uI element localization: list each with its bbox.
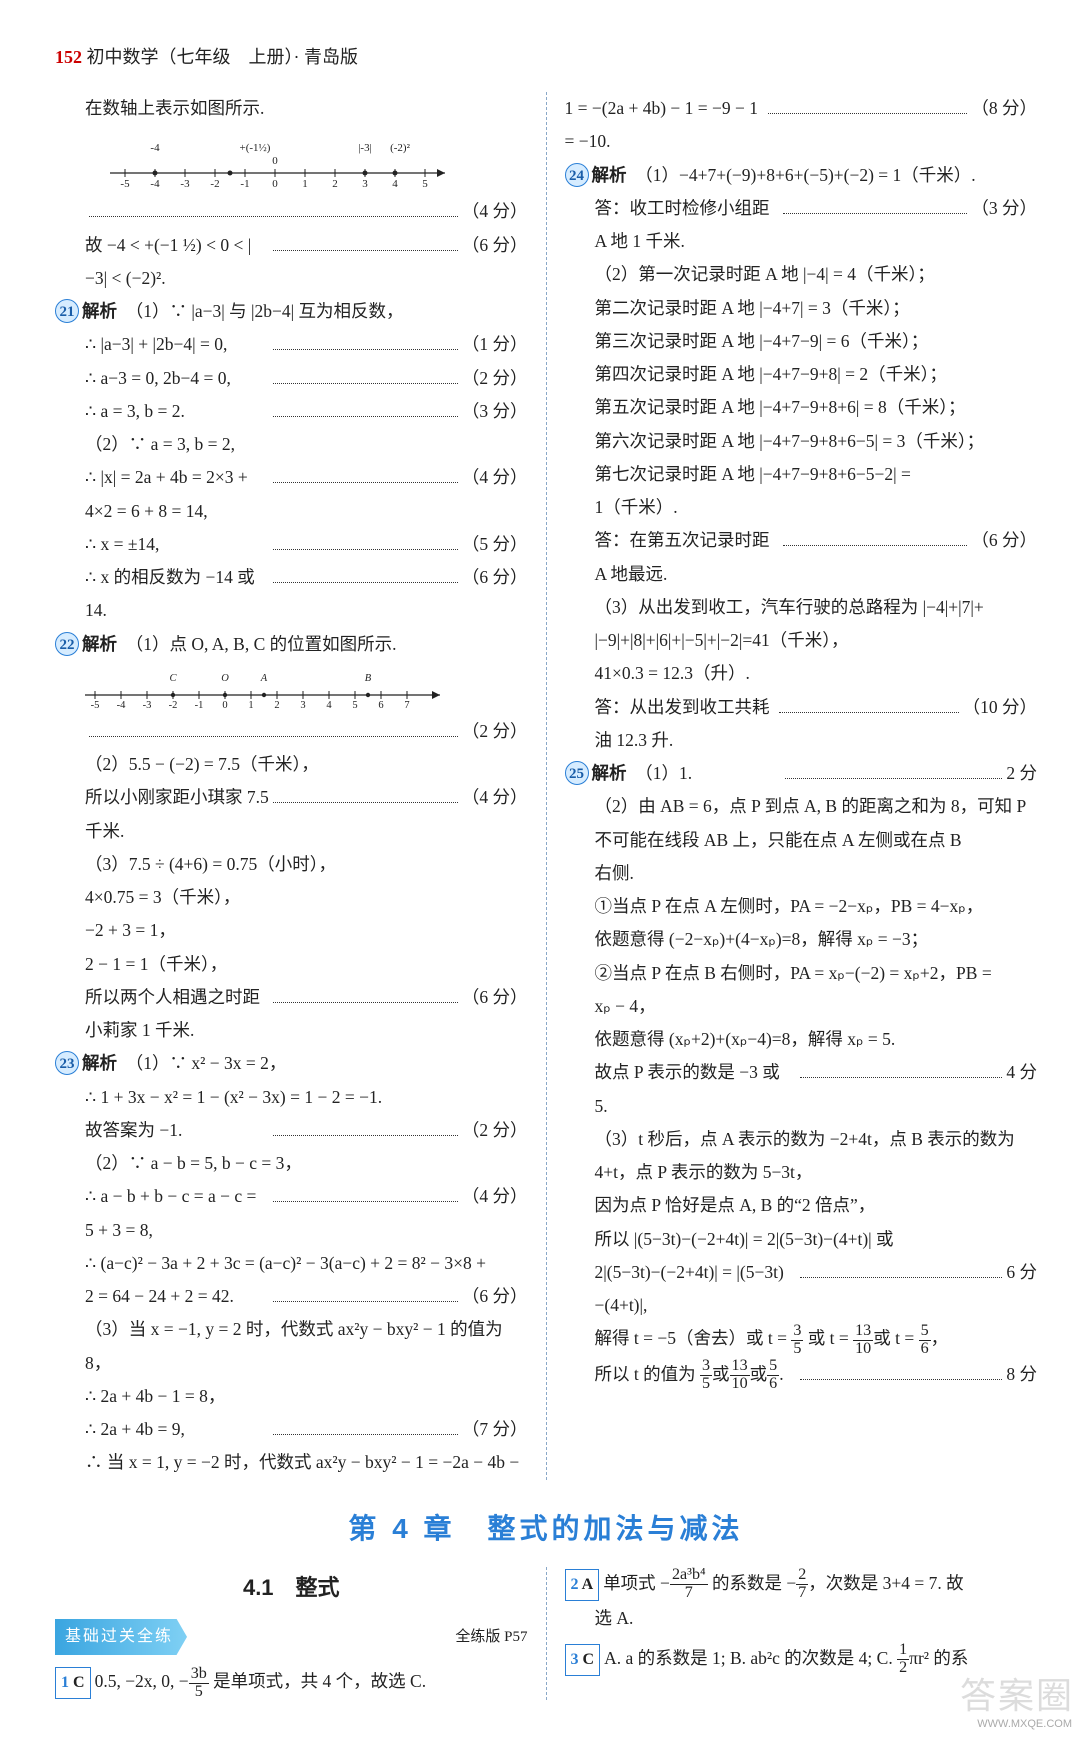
svg-text:4: 4 <box>392 178 398 189</box>
watermark-url: WWW.MXQE.COM <box>977 1714 1072 1735</box>
svg-text:+(-1½): +(-1½) <box>240 142 271 154</box>
svg-text:2: 2 <box>332 178 338 189</box>
section-title: 4.1 整式 <box>55 1567 528 1609</box>
bottom-columns: 4.1 整式 基础过关全练 全练版 P57 1 C0.5, −2x, 0, −3… <box>55 1567 1037 1701</box>
qnum-22: 22 <box>55 632 79 656</box>
svg-text:(-2)²: (-2)² <box>390 142 410 154</box>
svg-text:5: 5 <box>352 700 357 709</box>
svg-text:0: 0 <box>272 155 278 167</box>
svg-text:-4: -4 <box>117 700 126 709</box>
svg-text:-5: -5 <box>91 700 100 709</box>
svg-text:1: 1 <box>248 700 253 709</box>
score-line: （4 分） <box>55 195 528 228</box>
q23: 23解析 （1）∵ x² − 3x = 2， ∴ 1 + 3x − x² = 1… <box>55 1047 528 1479</box>
page: 152 初中数学（七年级 上册）· 青岛版 在数轴上表示如图所示. -5 -4 … <box>0 0 1092 1740</box>
svg-text:A: A <box>260 673 268 684</box>
banner: 基础过关全练 <box>55 1619 187 1655</box>
qnum-21: 21 <box>55 299 79 323</box>
svg-text:4: 4 <box>326 700 332 709</box>
svg-text:|-3|: |-3| <box>358 142 372 154</box>
q21: 21解析 （1）∵ |a−3| 与 |2b−4| 互为相反数， ∴ |a−3| … <box>55 295 528 628</box>
svg-text:-4: -4 <box>150 178 160 189</box>
text-line: 故 −4 < +(−1 ½) < 0 < |−3| < (−2)².（6 分） <box>55 229 528 296</box>
svg-text:-2: -2 <box>210 178 219 189</box>
intro-text: 在数轴上表示如图所示. <box>55 92 528 125</box>
svg-text:0: 0 <box>272 178 278 189</box>
q24: 24解析 （1）−4+7+(−9)+8+6+(−5)+(−2) = 1（千米）.… <box>565 159 1038 758</box>
svg-text:0: 0 <box>222 700 227 709</box>
page-header: 152 初中数学（七年级 上册）· 青岛版 <box>55 40 1037 74</box>
qnum-25: 25 <box>565 761 589 785</box>
svg-text:1: 1 <box>302 178 308 189</box>
qnum-24: 24 <box>565 163 589 187</box>
q22: 22解析 （1）点 O, A, B, C 的位置如图所示. -5 -4 -3 -… <box>55 628 528 1048</box>
svg-text:-4: -4 <box>150 142 160 154</box>
svg-text:3: 3 <box>300 700 305 709</box>
svg-text:-1: -1 <box>240 178 249 189</box>
svg-text:7: 7 <box>404 700 409 709</box>
bottom-q2: 2 A单项式 −2a³b⁴7 的系数是 −27，次数是 3+4 = 7. 故 <box>565 1567 1038 1602</box>
main-columns: 在数轴上表示如图所示. -5 -4 -3 -2 -1 0 1 2 <box>55 92 1037 1480</box>
answer-box-2: 2 A <box>565 1569 600 1601</box>
svg-text:O: O <box>221 673 229 684</box>
svg-text:-1: -1 <box>195 700 204 709</box>
number-line-1: -5 -4 -3 -2 -1 0 1 2 3 4 5 -4 +(-1½) <box>105 131 455 189</box>
svg-text:2: 2 <box>274 700 279 709</box>
svg-text:-2: -2 <box>169 700 178 709</box>
svg-text:6: 6 <box>378 700 383 709</box>
qnum-23: 23 <box>55 1051 79 1075</box>
page-number: 152 <box>55 47 82 67</box>
svg-text:B: B <box>365 673 372 684</box>
answer-box-1: 1 C <box>55 1667 91 1699</box>
bottom-left: 4.1 整式 基础过关全练 全练版 P57 1 C0.5, −2x, 0, −3… <box>55 1567 547 1701</box>
page-ref: 全练版 P57 <box>455 1623 527 1652</box>
svg-text:-3: -3 <box>143 700 152 709</box>
svg-text:C: C <box>169 673 177 684</box>
svg-text:5: 5 <box>422 178 428 189</box>
q25-l: 解得 t = −5（舍去）或 t = 35 或 t = 1310或 t = 56… <box>565 1322 1038 1357</box>
book-title: 初中数学（七年级 上册）· 青岛版 <box>87 47 359 67</box>
chapter-title: 第 4 章 整式的加法与减法 <box>55 1502 1037 1555</box>
bottom-q1: 1 C0.5, −2x, 0, −3b5 是单项式，共 4 个，故选 C. <box>55 1665 528 1700</box>
left-column: 在数轴上表示如图所示. -5 -4 -3 -2 -1 0 1 2 <box>55 92 547 1480</box>
svg-text:-3: -3 <box>180 178 190 189</box>
svg-text:-5: -5 <box>120 178 130 189</box>
q25: 25解析 （1）1.2 分 （2）由 AB = 6，点 P 到点 A, B 的距… <box>565 757 1038 1393</box>
right-column: 1 = −(2a + 4b) − 1 = −9 − 1 = −10.（8 分） … <box>547 92 1038 1480</box>
number-line-2: -5 -4 -3 -2 -1 0 1 2 3 4 5 6 7 <box>80 667 450 709</box>
q25-m: 所以 t 的值为 35或1310或56. 8 分 <box>565 1358 1038 1393</box>
svg-text:3: 3 <box>362 178 368 189</box>
answer-box-3: 3 C <box>565 1644 601 1676</box>
